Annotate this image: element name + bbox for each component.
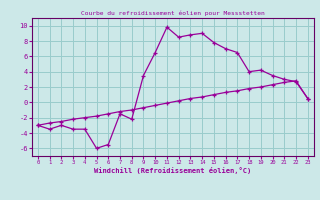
- X-axis label: Windchill (Refroidissement éolien,°C): Windchill (Refroidissement éolien,°C): [94, 167, 252, 174]
- Title: Courbe du refroidissement éolien pour Messstetten: Courbe du refroidissement éolien pour Me…: [81, 11, 265, 16]
